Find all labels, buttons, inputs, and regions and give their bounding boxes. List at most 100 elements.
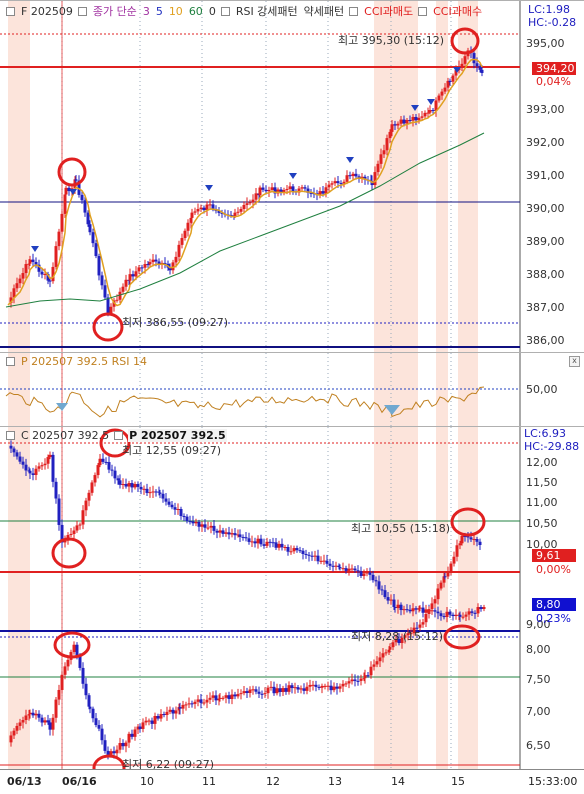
rsi-chart[interactable]: [0, 353, 584, 427]
legend-ma-5[interactable]: 5: [155, 4, 163, 18]
checkbox-icon[interactable]: [349, 6, 359, 16]
put-candle-body: [344, 683, 348, 685]
legend-cci-oversold[interactable]: CCI과매도: [364, 5, 414, 18]
put-candle-body: [187, 703, 191, 705]
price-candle-body: [285, 188, 289, 191]
price-candle-body: [382, 150, 386, 155]
put-candle-body: [439, 582, 443, 589]
call-candle-body: [454, 614, 458, 617]
put-candle-body: [290, 685, 294, 689]
options-legend: C 202507 392.5 P 202507 392.5: [6, 429, 227, 442]
price-candle-body: [390, 124, 394, 132]
legend-symbol[interactable]: F 202509: [21, 4, 73, 18]
call-candle-body: [203, 524, 207, 528]
call-candle-body: [101, 458, 105, 462]
legend-ma-60[interactable]: 60: [188, 4, 203, 18]
price-candle-body: [242, 205, 246, 210]
call-candle-body: [461, 616, 465, 618]
call-candle-body: [262, 544, 266, 546]
legend-cci-overbought[interactable]: CCI과매수: [433, 5, 483, 18]
legend-ma-3[interactable]: 3: [142, 4, 150, 18]
price-candle-body: [83, 200, 87, 213]
signal-arrow-icon: [453, 67, 461, 73]
session-shade: [8, 427, 30, 770]
rsi-legend-label[interactable]: P 202507 392.5 RSI 14: [21, 355, 147, 368]
checkbox-icon[interactable]: [77, 6, 87, 16]
price-candle-body: [276, 189, 280, 194]
options-panel[interactable]: C 202507 392.5 P 202507 392.5 LC:6.93 HC…: [0, 426, 584, 771]
y-tick: 50,00: [526, 383, 558, 396]
time-axis[interactable]: 06/13 06/16 10 11 12 13 14 15 15:33:00: [0, 769, 584, 794]
legend-rsi-bull[interactable]: RSI 강세패턴: [235, 5, 298, 18]
put-candle-body: [278, 688, 282, 693]
put-candle-body: [18, 722, 22, 726]
put-candle-body: [91, 708, 95, 719]
signal-arrow-icon: [289, 173, 297, 179]
checkbox-icon[interactable]: [6, 431, 15, 440]
checkbox-icon[interactable]: [220, 6, 230, 16]
price-candle-body: [157, 261, 161, 265]
call-candle-body: [227, 532, 231, 535]
call-candle-body: [274, 542, 278, 548]
legend-ma[interactable]: 종가 단순: [92, 5, 137, 18]
close-icon[interactable]: x: [569, 356, 580, 367]
put-candle-body: [323, 685, 327, 687]
put-candle-body: [94, 718, 98, 726]
call-candle-body: [206, 527, 210, 529]
checkbox-icon[interactable]: [6, 357, 15, 366]
put-candle-body: [391, 642, 395, 648]
put-candle-body: [394, 639, 398, 643]
call-candle-body: [15, 452, 19, 457]
put-candle-body: [260, 693, 264, 695]
price-candle-body: [233, 212, 237, 216]
call-candle-body: [31, 473, 35, 475]
x-tick: 10: [140, 775, 154, 788]
call-candle-body: [399, 604, 403, 611]
session-shade: [458, 427, 478, 770]
price-candle-body: [28, 259, 32, 264]
call-candle-body: [244, 537, 248, 539]
call-candle-body: [98, 458, 102, 466]
checkbox-icon[interactable]: [114, 431, 124, 440]
call-candle-body: [185, 516, 189, 522]
price-candle-body: [303, 187, 307, 189]
legend-ma-0[interactable]: 0: [208, 4, 216, 18]
call-candle-body: [289, 551, 293, 553]
price-candle-body: [354, 173, 358, 177]
call-candle-body: [215, 530, 219, 533]
price-chart[interactable]: [0, 1, 584, 353]
put-candle-body: [469, 537, 473, 540]
put-candle-body: [239, 693, 243, 695]
price-candle-body: [245, 203, 249, 206]
price-candle-body: [190, 212, 194, 218]
call-candle-body: [136, 484, 140, 487]
call-candle-body: [118, 480, 122, 485]
call-candle-body: [48, 454, 52, 458]
price-candle-body: [261, 187, 265, 190]
checkbox-icon[interactable]: [418, 6, 428, 16]
price-candle-body: [64, 187, 68, 195]
price-panel[interactable]: F 202509 종가 단순 3 5 10 60 0 RSI 강세패턴 약세패턴…: [0, 0, 584, 353]
price-candle-body: [9, 297, 13, 303]
signal-arrow-icon: [427, 99, 435, 105]
rsi-panel[interactable]: P 202507 392.5 RSI 14 x 50,00: [0, 352, 584, 427]
put-candle-body: [112, 751, 116, 754]
options-chart[interactable]: [0, 427, 584, 770]
call-candle-body: [116, 478, 120, 481]
lc-value: LC:6.93: [524, 427, 567, 440]
price-candle-body: [131, 274, 135, 277]
put-candle-body: [230, 694, 234, 700]
checkbox-icon[interactable]: [6, 6, 15, 16]
legend-rsi-bear[interactable]: 약세패턴: [303, 5, 345, 18]
call-candle-body: [256, 538, 260, 544]
legend-ma-10[interactable]: 10: [168, 4, 183, 18]
legend-put[interactable]: P 202507 392.5: [128, 429, 227, 442]
legend-call[interactable]: C 202507 392.5: [21, 429, 110, 442]
price-candle-body: [342, 181, 346, 184]
price-candle-body: [199, 207, 203, 210]
put-candle-body: [184, 704, 188, 706]
price-candle-body: [451, 75, 455, 82]
put-candle-body: [403, 635, 407, 638]
put-candle-body: [124, 742, 128, 747]
call-candle-body: [151, 491, 155, 493]
